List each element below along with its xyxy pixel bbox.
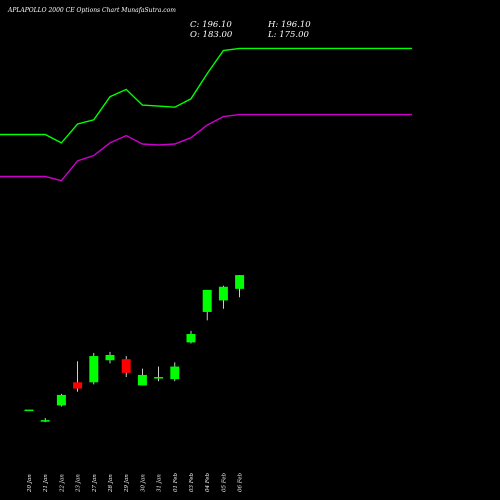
candle (73, 361, 83, 392)
candle (137, 368, 147, 386)
candle-body (154, 377, 164, 379)
lower-band-line (0, 113, 412, 182)
candle-body (105, 355, 115, 361)
candle-body (56, 394, 66, 406)
candle (186, 330, 196, 344)
candle-body (170, 366, 180, 380)
date-tick-label: 03 Feb (189, 472, 195, 492)
date-tick-label: 30 Jan (140, 474, 146, 492)
date-tick-label: 22 Jan (59, 474, 65, 493)
candle (105, 351, 115, 364)
upper-band-line (0, 47, 412, 144)
candle-body (218, 286, 228, 301)
date-tick-label: 04 Feb (205, 472, 211, 492)
candle (121, 356, 131, 378)
date-tick-label: 27 Jan (92, 474, 98, 493)
candle (40, 418, 50, 423)
low-value: L: 175.00 (268, 30, 309, 40)
open-value: O: 183.00 (190, 30, 233, 40)
date-tick-label: 05 Feb (221, 472, 227, 492)
candle (170, 362, 180, 382)
candle-body (89, 356, 99, 383)
candle (202, 289, 212, 321)
candle (24, 409, 34, 412)
date-tick-label: 28 Jan (108, 474, 114, 493)
candle (56, 393, 66, 407)
candle (89, 352, 99, 385)
date-tick-label: 20 Jan (27, 474, 33, 493)
candle-body (24, 409, 34, 412)
candle (235, 275, 245, 298)
candle-body (73, 382, 83, 389)
high-value: H: 196.10 (268, 20, 311, 30)
candle-body (137, 374, 147, 386)
candle-body (202, 289, 212, 312)
candle-body (40, 420, 50, 422)
date-tick-label: 31 Jan (157, 474, 163, 492)
date-tick-label: 01 Feb (173, 472, 179, 492)
date-tick-label: 06 Feb (238, 472, 244, 492)
date-axis: 20 Jan 21 Jan 22 Jan 23 Jan 27 Jan 28 Jan 29 J… (27, 472, 244, 493)
candle-body (121, 359, 131, 373)
bands-layer (0, 47, 412, 182)
date-tick-label: 23 Jan (76, 474, 82, 493)
candle (154, 366, 164, 382)
candle-body (235, 275, 245, 289)
candle-body (186, 334, 196, 343)
chart-title: APLAPOLLO 2000 CE Options Chart MunafaSu… (8, 7, 176, 14)
candles-layer (24, 275, 245, 423)
date-tick-label: 29 Jan (124, 474, 130, 493)
candle (218, 285, 228, 309)
close-value: C: 196.10 (190, 20, 232, 30)
date-tick-label: 21 Jan (43, 474, 49, 493)
